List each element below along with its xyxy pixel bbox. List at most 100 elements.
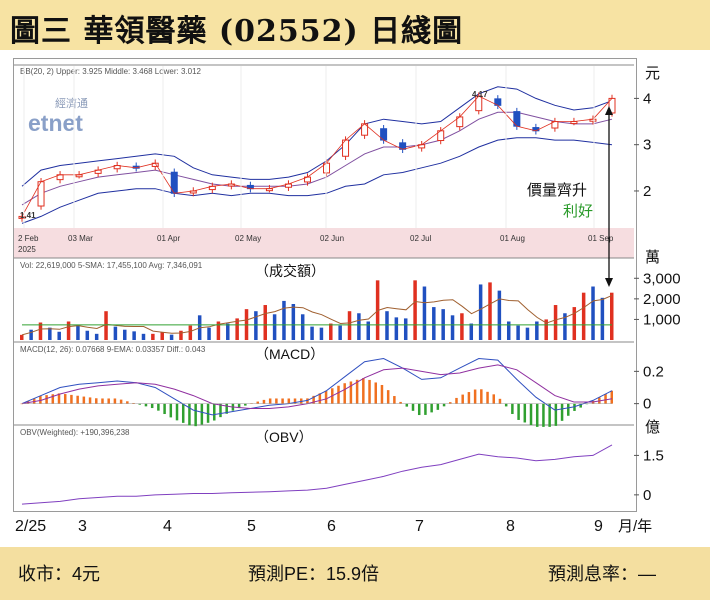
volume-bar: [76, 324, 80, 340]
macd-histogram-bar: [517, 403, 520, 420]
volume-bar: [57, 331, 61, 340]
macd-histogram-bar: [548, 403, 551, 427]
volume-bar: [394, 317, 399, 340]
volume-bar: [29, 329, 33, 340]
macd-histogram-bar: [386, 390, 390, 404]
volume-bar: [525, 327, 530, 340]
volume-bar: [506, 321, 511, 340]
macd-histogram-bar: [138, 403, 141, 405]
macd-histogram-bar: [411, 403, 415, 411]
volume-bar: [366, 321, 371, 340]
annotation-arrowhead-down: [605, 278, 613, 287]
volume-bar: [48, 327, 52, 340]
macd-histogram-bar: [113, 398, 117, 404]
volume-bar: [160, 332, 164, 340]
x-axis-label: 7: [415, 518, 424, 535]
macd-histogram-bar: [82, 396, 86, 404]
y-tick-label: 2,000: [643, 291, 681, 308]
macd-histogram-bar: [374, 382, 377, 404]
macd-histogram-bar: [70, 394, 73, 404]
volume-panel-label: （成交額）: [255, 263, 325, 279]
macd-histogram-bar: [504, 403, 508, 407]
volume-bar: [403, 318, 408, 340]
volume-bar: [226, 323, 230, 340]
obv-unit: 億: [645, 419, 660, 436]
volume-bar: [422, 286, 427, 340]
macd-histogram-bar: [268, 398, 272, 404]
macd-histogram-bar: [380, 384, 384, 404]
bb-legend: BB(20, 2) Upper: 3.925 Middle: 3.468 Low…: [20, 67, 202, 76]
macd-histogram-bar: [262, 399, 266, 404]
macd-histogram-bar: [573, 403, 576, 411]
macd-histogram-bar: [523, 403, 527, 423]
volume-bar: [469, 323, 474, 340]
macd-histogram-bar: [455, 397, 458, 404]
volume-bar: [544, 319, 548, 340]
macd-histogram-bar: [144, 403, 148, 407]
x-axis-label: 6: [327, 518, 336, 535]
date-tick-label: 01 Aug: [500, 234, 525, 243]
macd-histogram-bar: [486, 391, 489, 404]
macd-histogram-bar: [604, 394, 607, 404]
macd-histogram-bar: [362, 378, 365, 404]
macd-histogram-bar: [95, 398, 98, 404]
volume-unit: 萬: [645, 249, 660, 266]
volume-bar: [563, 313, 567, 340]
annotation-arrowhead-up: [605, 106, 613, 115]
date-tick-label: 02 Jul: [410, 234, 432, 243]
volume-bar: [310, 326, 314, 340]
macd-histogram-bar: [567, 403, 570, 416]
macd-histogram-bar: [467, 392, 471, 404]
volume-sma-line: [21, 294, 613, 336]
volume-bar: [581, 292, 586, 340]
volume-bar: [235, 318, 239, 340]
date-tick-label: 01 Sep: [588, 234, 614, 243]
macd-histogram-bar: [163, 403, 166, 415]
volume-bar: [535, 321, 539, 340]
volume-bar: [151, 333, 155, 340]
macd-histogram-bar: [318, 393, 322, 404]
volume-bar: [497, 290, 502, 340]
macd-histogram-bar: [492, 394, 495, 404]
macd-histogram-bar: [244, 403, 247, 406]
annotation-text-2: 利好: [563, 203, 593, 220]
macd-panel-label: （MACD）: [255, 346, 324, 362]
macd-histogram-bar: [430, 403, 433, 413]
x-axis-label: 8: [506, 518, 515, 535]
macd-histogram-bar: [461, 394, 464, 404]
macd-histogram-bar: [132, 402, 135, 404]
macd-histogram-bar: [473, 389, 477, 404]
macd-histogram-bar: [306, 398, 309, 404]
macd-histogram-bar: [181, 403, 185, 423]
volume-bar: [338, 325, 342, 340]
macd-histogram-bar: [126, 401, 129, 404]
low-label: 1.41: [20, 211, 36, 220]
title-bar: 圖三 華領醫藥 (02552) 日綫圖: [0, 0, 710, 50]
date-tick-label: 03 Mar: [68, 234, 93, 243]
macd-histogram-bar: [480, 389, 483, 404]
price-unit: 元: [645, 65, 660, 82]
macd-histogram-bar: [175, 403, 179, 421]
macd-histogram-bar: [442, 403, 446, 407]
candle-body: [18, 215, 26, 219]
x-axis-label: 9: [594, 518, 603, 535]
volume-bar: [123, 329, 127, 340]
x-axis-label: 4: [163, 518, 172, 535]
y-tick-label: 0: [643, 487, 651, 504]
volume-bar: [179, 330, 183, 340]
macd-histogram-bar: [529, 403, 533, 425]
volume-bar: [319, 327, 324, 340]
macd-histogram-bar: [368, 379, 371, 404]
logo-cn: 經濟通: [55, 96, 88, 110]
macd-histogram-bar: [237, 403, 241, 409]
macd-histogram-bar: [275, 398, 278, 404]
macd-histogram-bar: [281, 398, 284, 404]
macd-histogram-bar: [355, 379, 359, 404]
macd-histogram-bar: [535, 403, 539, 427]
volume-bar: [207, 327, 211, 340]
macd-histogram-bar: [324, 390, 328, 404]
volume-bar: [357, 313, 361, 340]
macd-histogram-bar: [169, 403, 173, 418]
logo-en: etnet: [28, 110, 83, 136]
